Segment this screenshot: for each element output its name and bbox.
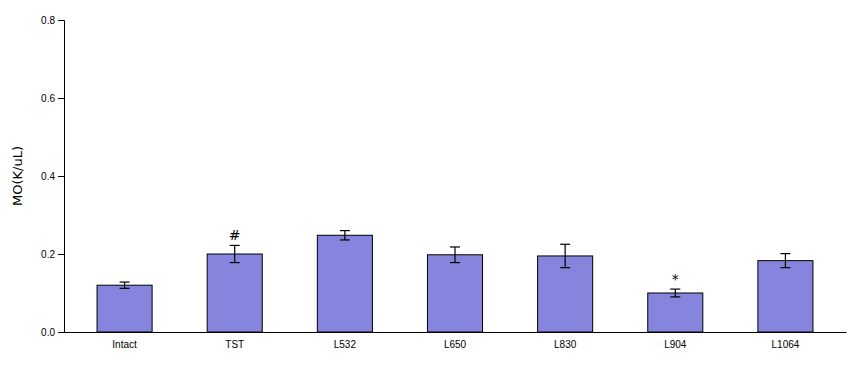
y-tick-mark <box>58 20 64 21</box>
y-tick: 0.2 <box>41 249 64 260</box>
plot: 0.0 0.2 0.4 0.6 0.8 Intact TST L532 L650 L830 L904… <box>41 15 846 350</box>
error-bar-cap <box>230 245 240 246</box>
error-bar-stem <box>124 282 125 288</box>
annotations: #* <box>229 227 679 287</box>
x-tick: L650 <box>444 339 467 350</box>
x-tick-label: L830 <box>554 339 577 350</box>
x-tick: L904 <box>664 339 687 350</box>
error-bar-cap <box>560 267 570 268</box>
y-tick-label: 0.2 <box>41 249 55 260</box>
error-bar-cap <box>450 262 460 263</box>
bar <box>758 261 813 332</box>
error-bar-stem <box>344 231 345 240</box>
error-bar-stem <box>675 289 676 297</box>
y-tick-mark <box>58 332 64 333</box>
annotation: # <box>229 227 241 243</box>
error-bar <box>780 254 790 268</box>
error-bar-cap <box>560 244 570 245</box>
x-tick: TST <box>225 339 244 350</box>
x-tick: L532 <box>334 339 357 350</box>
y-tick: 0.4 <box>41 171 64 182</box>
y-tick-label: 0.4 <box>41 171 55 182</box>
chart: 0.0 0.2 0.4 0.6 0.8 Intact TST L532 L650 L830 L904… <box>0 0 866 372</box>
error-bar-cap <box>120 281 130 282</box>
y-tick: 0.8 <box>41 15 64 26</box>
x-tick-label: L650 <box>444 339 467 350</box>
y-tick-label: 0.8 <box>41 15 55 26</box>
marks <box>97 231 813 332</box>
x-tick: L830 <box>554 339 577 350</box>
bar <box>648 293 703 332</box>
bar <box>317 235 372 332</box>
bar <box>427 255 482 332</box>
annotation: * <box>672 271 679 287</box>
error-bar-cap <box>450 246 460 247</box>
y-tick: 0.6 <box>41 93 64 104</box>
error-bar-stem <box>454 247 455 263</box>
x-tick-label: L532 <box>334 339 357 350</box>
y-tick-mark <box>58 98 64 99</box>
error-bar <box>450 247 460 263</box>
y-axis: 0.0 0.2 0.4 0.6 0.8 <box>41 15 64 338</box>
y-tick-label: 0.0 <box>41 327 55 338</box>
error-bar <box>560 244 570 267</box>
error-bar-cap <box>780 267 790 268</box>
x-tick-label: Intact <box>112 339 137 350</box>
error-bar <box>670 289 680 297</box>
x-tick-label: TST <box>225 339 244 350</box>
error-bar <box>340 231 350 240</box>
error-bar <box>120 282 130 288</box>
error-bar-stem <box>565 244 566 267</box>
error-bar <box>230 245 240 262</box>
x-tick-label: L904 <box>664 339 687 350</box>
error-bar-cap <box>670 289 680 290</box>
error-bar-stem <box>785 254 786 268</box>
bar <box>207 254 262 332</box>
x-axis: Intact TST L532 L650 L830 L904 L1064 <box>65 333 847 351</box>
y-tick-mark <box>58 176 64 177</box>
x-tick: L1064 <box>772 339 800 350</box>
x-tick: Intact <box>112 339 137 350</box>
y-axis-line <box>58 21 65 333</box>
error-bar-cap <box>780 253 790 254</box>
x-axis-line <box>65 332 847 333</box>
y-axis-title: MO(K/uL) <box>10 146 25 206</box>
error-bar-cap <box>340 239 350 240</box>
y-tick: 0.0 <box>41 327 64 338</box>
error-bar-stem <box>234 245 235 262</box>
x-tick-label: L1064 <box>772 339 800 350</box>
bar <box>97 285 152 332</box>
error-bar-cap <box>670 296 680 297</box>
bar <box>538 256 593 332</box>
error-bar-cap <box>230 262 240 263</box>
error-bar-cap <box>120 288 130 289</box>
error-bar-cap <box>340 230 350 231</box>
y-tick-mark <box>58 254 64 255</box>
y-tick-label: 0.6 <box>41 93 55 104</box>
